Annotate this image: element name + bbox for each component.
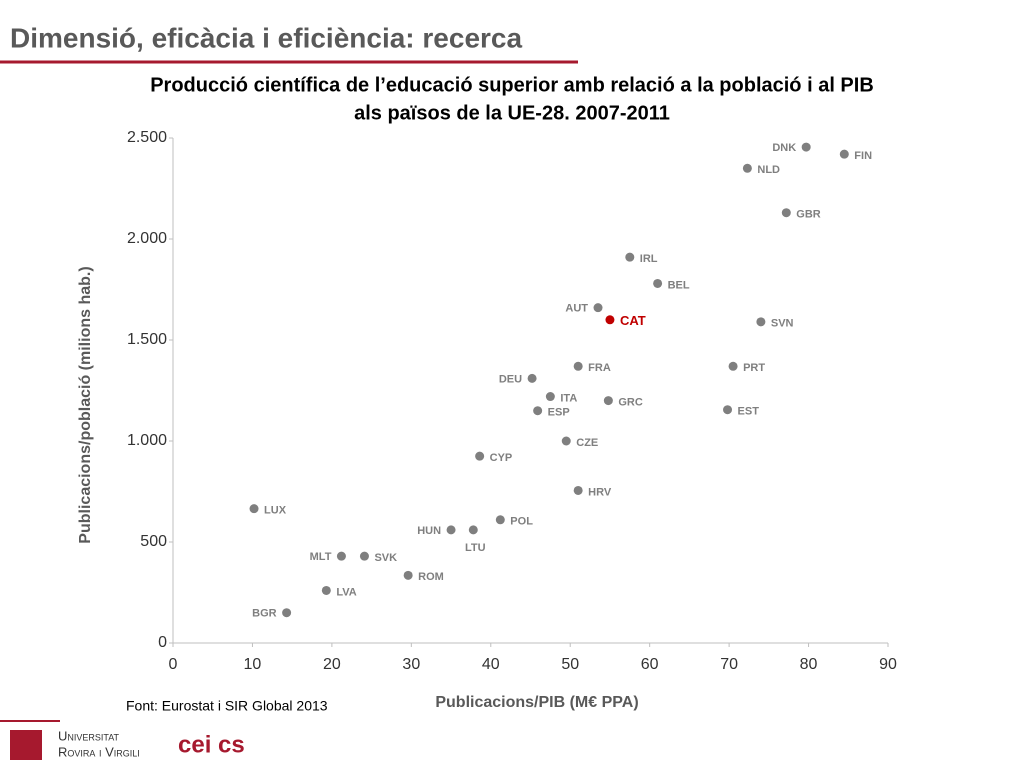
y-tick-label: 500 xyxy=(140,533,167,550)
x-tick-label: 60 xyxy=(641,656,659,673)
point xyxy=(781,208,791,218)
university-name: Universitat xyxy=(58,728,120,743)
point-label: AUT xyxy=(565,303,588,315)
point xyxy=(742,163,752,173)
point-label: DEU xyxy=(499,373,522,385)
point xyxy=(403,570,413,580)
point xyxy=(756,317,766,327)
point xyxy=(801,142,811,152)
y-tick-label: 0 xyxy=(158,634,167,651)
point-label: BEL xyxy=(668,279,690,291)
point-label: DNK xyxy=(772,142,796,154)
point xyxy=(446,525,456,535)
point-label: ITA xyxy=(560,392,577,404)
point xyxy=(573,361,583,371)
x-tick-label: 10 xyxy=(244,656,262,673)
point xyxy=(321,585,331,595)
point-label: EST xyxy=(738,406,760,418)
x-axis-label: Publicacions/PIB (M€ PPA) xyxy=(435,694,638,711)
chart-title: als països de la UE-28. 2007-2011 xyxy=(354,102,670,124)
point-label: HRV xyxy=(588,486,612,498)
point-label: LTU xyxy=(465,542,486,554)
point-label: MLT xyxy=(310,551,332,563)
x-tick-label: 0 xyxy=(169,656,178,673)
point-label: CYP xyxy=(490,452,513,464)
x-tick-label: 90 xyxy=(879,656,897,673)
x-tick-label: 40 xyxy=(482,656,500,673)
point-label: GRC xyxy=(618,397,643,409)
university-name: Rovira i Virgili xyxy=(58,744,140,759)
point xyxy=(593,303,603,313)
x-tick-label: 80 xyxy=(800,656,818,673)
y-axis-label: Publicacions/població (milions hab.) xyxy=(77,266,94,543)
y-tick-label: 1.000 xyxy=(127,432,167,449)
point xyxy=(603,396,613,406)
point xyxy=(653,278,663,288)
point-label: CZE xyxy=(576,437,598,449)
y-tick-label: 1.500 xyxy=(127,331,167,348)
point xyxy=(468,525,478,535)
point xyxy=(573,485,583,495)
point xyxy=(475,451,485,461)
point-label: LUX xyxy=(264,505,287,517)
point xyxy=(625,252,635,262)
university-logo xyxy=(10,730,42,760)
point-label: SVK xyxy=(374,552,397,564)
point xyxy=(249,504,259,514)
point xyxy=(728,361,738,371)
point xyxy=(533,406,543,416)
chart-title: Producció científica de l’educació super… xyxy=(150,74,874,96)
point xyxy=(839,149,849,159)
point-label: POL xyxy=(510,516,533,528)
point-label: HUN xyxy=(417,525,441,537)
x-tick-label: 50 xyxy=(561,656,579,673)
x-tick-label: 30 xyxy=(402,656,420,673)
point-label: NLD xyxy=(757,164,780,176)
point-label: FIN xyxy=(854,150,872,162)
campus-logo: cei cs xyxy=(178,731,245,758)
point-label: PRT xyxy=(743,362,765,374)
point-label: ESP xyxy=(548,407,570,419)
x-tick-label: 70 xyxy=(720,656,738,673)
point-label: SVN xyxy=(771,318,794,330)
point xyxy=(495,515,505,525)
point-label: ROM xyxy=(418,571,444,583)
point xyxy=(359,551,369,561)
point-label: FRA xyxy=(588,362,611,374)
point xyxy=(336,551,346,561)
point xyxy=(605,315,615,325)
source-note: Font: Eurostat i SIR Global 2013 xyxy=(126,698,328,714)
point xyxy=(545,392,555,402)
x-tick-label: 20 xyxy=(323,656,341,673)
source-box xyxy=(122,695,372,717)
point-label: BGR xyxy=(252,608,277,620)
point xyxy=(527,373,537,383)
point-label: GBR xyxy=(796,209,821,221)
y-tick-label: 2.500 xyxy=(127,129,167,146)
point xyxy=(282,608,292,618)
point-label: LVA xyxy=(336,586,356,598)
point-label: CAT xyxy=(620,313,646,328)
slide-title: Dimensió, eficàcia i eficiència: recerca xyxy=(10,22,522,53)
point xyxy=(561,436,571,446)
point-label: IRL xyxy=(640,253,658,265)
point xyxy=(723,405,733,415)
y-tick-label: 2.000 xyxy=(127,230,167,247)
